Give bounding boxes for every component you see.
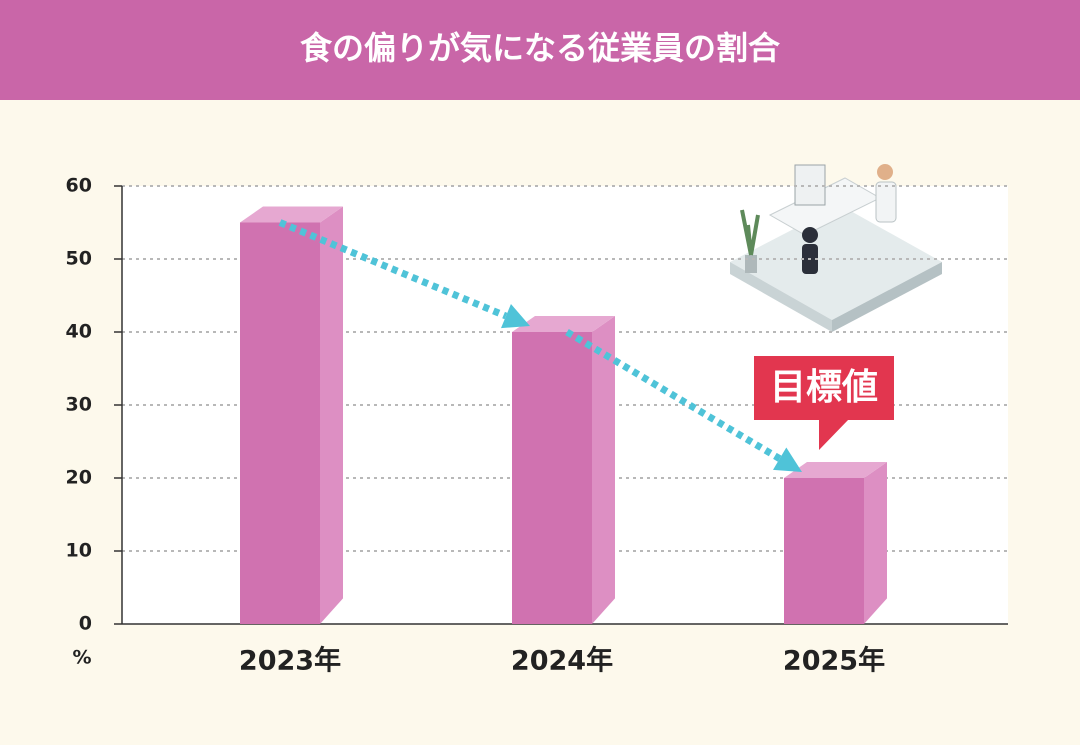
y-tick-label: 50 xyxy=(66,248,92,270)
x-tick-label: 2023年 xyxy=(239,645,341,677)
y-unit: % xyxy=(72,647,91,669)
bar xyxy=(240,206,343,624)
bar-front xyxy=(512,332,592,624)
callout-tail xyxy=(819,419,849,450)
trend-arrowhead xyxy=(501,304,530,329)
x-tick-label: 2025年 xyxy=(783,645,885,677)
header-band xyxy=(0,0,1080,100)
bar-side xyxy=(864,462,887,624)
callout-box xyxy=(754,356,894,420)
bar-top xyxy=(784,462,887,478)
x-tick-label: 2024年 xyxy=(511,645,613,677)
bar-front xyxy=(240,222,320,624)
y-tick-label: 0 xyxy=(79,613,92,635)
bar-top xyxy=(512,316,615,332)
y-tick-label: 60 xyxy=(66,175,92,197)
trend-line xyxy=(565,328,782,462)
y-tick-label: 30 xyxy=(66,394,92,416)
bar-front xyxy=(784,478,864,624)
y-tick-label: 20 xyxy=(66,467,92,489)
bar xyxy=(784,462,887,624)
chart-title: 食の偏りが気になる従業員の割合 xyxy=(300,29,780,67)
trend-arrowhead xyxy=(773,447,802,472)
bar-side xyxy=(592,316,615,624)
bar xyxy=(512,316,615,624)
y-tick-label: 10 xyxy=(66,540,92,562)
bar-top xyxy=(240,206,343,223)
callout-label: 目標値 xyxy=(770,367,878,408)
trend-line xyxy=(278,219,508,320)
y-tick-label: 40 xyxy=(66,321,92,343)
bar-side xyxy=(320,206,343,624)
